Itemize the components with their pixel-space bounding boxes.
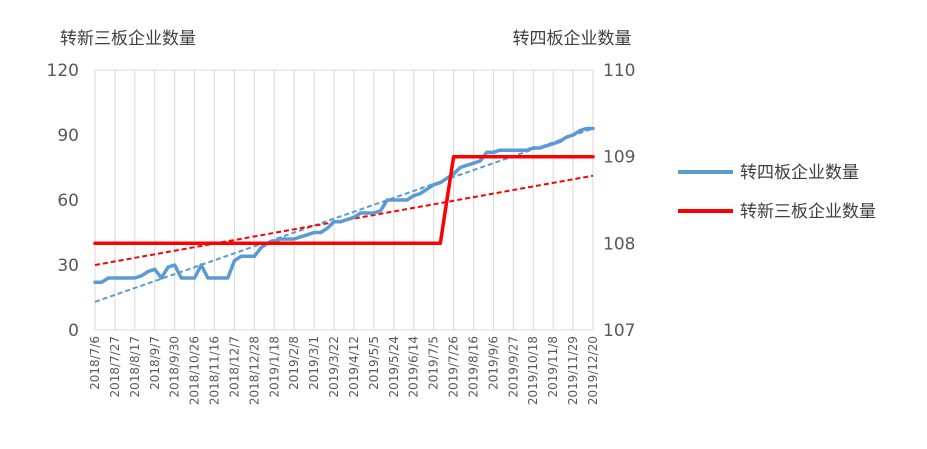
trendline-1: [94, 127, 594, 303]
y-right-axis-title: 转四板企业数量: [513, 29, 632, 49]
x-tick-label: 2019/11/29: [566, 336, 580, 405]
x-tick-label: 2018/11/16: [208, 336, 222, 405]
x-tick-label: 2019/4/12: [347, 336, 361, 398]
x-tick-label: 2018/9/7: [148, 336, 162, 390]
x-tick-label: 2019/3/22: [327, 336, 341, 398]
y-left-ticks: 120 90 60 30 0: [47, 61, 79, 341]
y-left-tick-label: 120: [47, 61, 79, 81]
x-tick-label: 2018/7/27: [108, 336, 122, 398]
x-tick-label: 2019/1/18: [267, 336, 281, 398]
x-tick-label: 2018/10/26: [188, 336, 202, 405]
x-tick-label: 2019/7/5: [427, 336, 441, 390]
x-tick-label: 2019/9/6: [486, 336, 500, 390]
series-line-2: [93, 154, 595, 246]
y-right-ticks: 110 109 108 107: [603, 61, 635, 341]
x-tick-label: 2019/5/24: [387, 336, 401, 398]
x-tick-label: 2018/9/30: [168, 336, 182, 398]
x-tick-label: 2019/3/1: [307, 336, 321, 390]
x-tick-label: 2019/2/8: [287, 336, 301, 390]
y-right-tick-label: 110: [603, 61, 635, 81]
series-line-1: [93, 126, 595, 285]
x-tick-label: 2019/9/27: [506, 336, 520, 398]
y-right-tick-label: 109: [603, 148, 635, 168]
x-tick-label: 2019/5/5: [367, 336, 381, 390]
y-left-tick-label: 30: [57, 256, 79, 276]
y-left-tick-label: 0: [68, 321, 79, 341]
x-tick-label: 2019/11/8: [546, 336, 560, 398]
x-ticks: 2018/7/6 2018/7/27 2018/8/17 2018/9/7 2018/9…: [88, 336, 600, 405]
legend: 转四板企业数量 转新三板企业数量: [678, 163, 876, 222]
y-left-tick-label: 90: [57, 126, 79, 146]
x-tick-label: 2019/8/16: [466, 336, 480, 398]
x-tick-label: 2019/7/26: [447, 336, 461, 398]
y-right-tick-label: 108: [603, 234, 635, 254]
y-left-tick-label: 60: [57, 191, 79, 211]
y-right-tick-label: 107: [603, 321, 635, 341]
x-tick-label: 2018/8/17: [128, 336, 142, 398]
x-tick-label: 2018/7/6: [88, 336, 102, 390]
x-tick-label: 2019/10/18: [526, 336, 540, 405]
legend-label-series-1: 转四板企业数量: [740, 163, 859, 183]
grid: [94, 70, 594, 330]
legend-label-series-2: 转新三板企业数量: [740, 202, 876, 222]
x-tick-label: 2018/12/7: [227, 336, 241, 398]
trendlines: [94, 127, 594, 303]
series-lines: [93, 126, 595, 285]
x-tick-label: 2019/6/14: [407, 336, 421, 398]
x-tick-label: 2019/12/20: [586, 336, 600, 405]
x-tick-label: 2018/12/28: [247, 336, 261, 405]
y-left-axis-title: 转新三板企业数量: [60, 29, 196, 49]
plot-area-border: [94, 69, 594, 331]
